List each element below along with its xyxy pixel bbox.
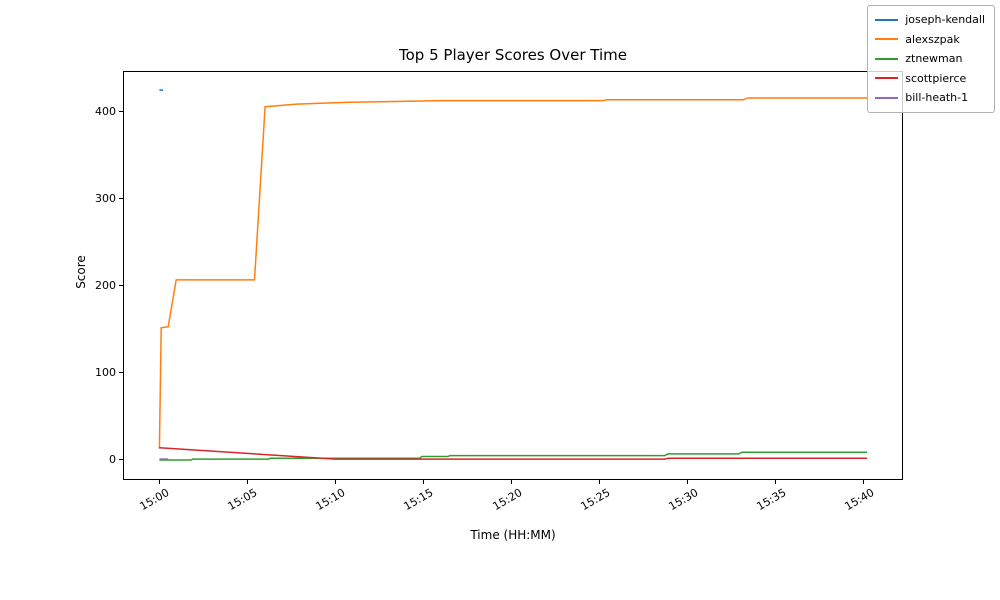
- series-canvas: [158, 89, 868, 461]
- legend-label: ztnewman: [905, 52, 963, 66]
- legend-line-icon: [875, 77, 899, 80]
- x-tick-mark: [511, 480, 512, 484]
- y-tick-label: 300: [95, 192, 116, 206]
- legend-label: bill-heath-1: [905, 91, 969, 105]
- legend-entry-bill-heath-1: bill-heath-1: [875, 88, 985, 108]
- y-tick-label: 100: [95, 366, 116, 380]
- y-tick-label: 400: [95, 105, 116, 119]
- plot-area: [123, 71, 903, 480]
- legend-line-icon: [875, 38, 899, 41]
- x-tick-mark: [687, 480, 689, 484]
- legend-line-icon: [875, 18, 899, 21]
- legend-entry-joseph-kendall: joseph-kendall: [875, 10, 985, 30]
- y-tick-mark: [119, 198, 123, 200]
- legend-entry-scottpierce: scottpierce: [875, 69, 985, 89]
- x-tick-mark: [775, 480, 777, 484]
- series-line-alexszpak: [158, 97, 868, 449]
- y-tick-mark: [119, 459, 123, 461]
- legend-entry-alexszpak: alexszpak: [875, 30, 985, 50]
- legend-line-icon: [875, 57, 899, 60]
- legend-line-icon: [875, 96, 899, 99]
- x-axis-label: Time (HH:MM): [470, 528, 556, 542]
- series-line-ztnewman: [159, 451, 868, 461]
- x-tick-mark: [599, 480, 601, 484]
- x-tick-mark: [863, 480, 865, 484]
- y-tick-mark: [119, 372, 123, 374]
- y-tick-mark: [119, 285, 123, 287]
- series-line-scottpierce: [159, 447, 868, 460]
- chart-title: Top 5 Player Scores Over Time: [399, 46, 627, 64]
- x-tick-mark: [246, 480, 248, 484]
- y-tick-label: 200: [95, 279, 116, 293]
- legend-label: scottpierce: [905, 71, 967, 85]
- y-tick-mark: [119, 111, 123, 113]
- y-tick-label: 0: [109, 453, 116, 467]
- legend-entry-ztnewman: ztnewman: [875, 49, 985, 69]
- legend-label: joseph-kendall: [905, 13, 985, 27]
- x-tick-mark: [422, 480, 424, 484]
- x-tick-mark: [334, 480, 336, 484]
- legend-label: alexszpak: [905, 32, 960, 46]
- legend: joseph-kendall alexszpak ztnewman scottpier…: [867, 5, 995, 113]
- x-tick-mark: [158, 480, 160, 484]
